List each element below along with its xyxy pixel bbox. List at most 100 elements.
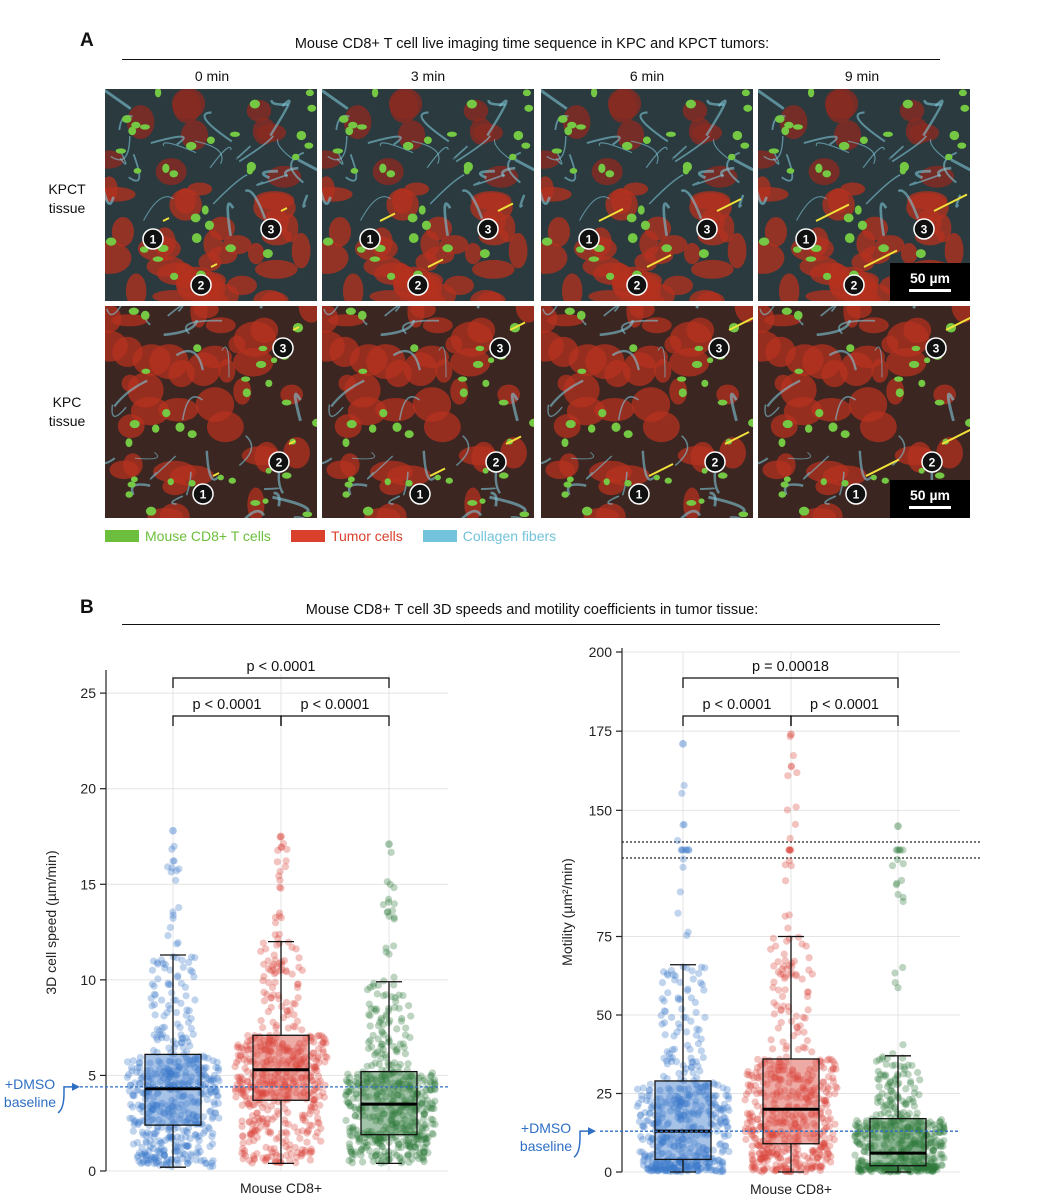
data-point [273,858,281,866]
data-point [695,1148,703,1156]
data-point [389,1134,397,1142]
data-point [399,1076,407,1084]
data-point [694,1149,702,1157]
data-point [246,1131,254,1139]
data-point [167,1069,175,1078]
data-point [402,1024,410,1032]
data-point [639,1157,647,1165]
data-point [278,1075,286,1083]
track-marker: 1 [142,228,164,250]
data-point [276,876,284,884]
data-point [656,1086,664,1095]
t-cell [815,408,824,418]
data-point [690,1123,698,1132]
data-point [150,1129,158,1138]
data-point [372,1117,380,1125]
data-point [158,1160,166,1169]
data-point [398,1014,406,1023]
data-point [319,1088,327,1097]
data-point [150,1133,158,1141]
collagen-fiber [510,392,519,422]
data-point [289,1047,297,1055]
data-point [658,1138,667,1146]
data-point [347,1145,355,1153]
data-point [374,1136,382,1144]
data-point [215,1077,223,1085]
data-point [668,1161,676,1169]
t-cell [421,220,432,230]
data-point [658,1114,666,1122]
data-point [678,846,686,854]
data-point [344,1099,353,1107]
data-point [278,966,286,974]
data-point [296,1092,305,1100]
tumor-cell [639,230,659,258]
collagen-fiber [781,153,794,182]
data-point [682,1108,690,1116]
data-point [899,846,907,854]
data-point [177,979,186,987]
data-point [263,1058,271,1066]
data-point [149,1046,158,1055]
collagen-fiber [802,455,830,480]
collagen-fiber [639,111,669,143]
data-point [635,1117,644,1126]
data-point [295,954,303,962]
collagen-fiber [645,146,668,169]
data-point [356,1135,364,1143]
p-value-label: p < 0.0001 [193,697,262,713]
data-point [347,1102,355,1110]
data-point [151,1011,159,1019]
y-tick-label: 25 [596,1086,612,1102]
data-point [174,1080,182,1088]
tumor-cell [291,232,311,269]
data-point [187,1150,195,1158]
data-point [282,967,290,975]
t-cell [611,422,621,432]
tumor-cell [439,235,469,255]
data-point [660,1019,669,1027]
collagen-fiber [163,319,199,337]
data-point [669,1103,678,1112]
data-point [390,883,398,892]
t-cell [805,256,817,262]
data-point [369,1113,377,1121]
data-point [669,1153,677,1161]
data-point [191,996,199,1004]
data-point [177,1100,185,1108]
data-point [153,1127,161,1136]
t-cell [859,136,868,145]
data-point [269,1018,277,1026]
t-cell [151,424,160,433]
data-point [238,1149,246,1157]
data-point [315,1092,324,1100]
data-point [315,1059,323,1067]
data-point [164,1065,172,1073]
data-point [827,1158,835,1166]
t-cell [402,141,414,151]
data-point [293,1049,302,1057]
data-point [360,1112,369,1120]
collagen-fiber [648,174,684,205]
data-point [374,1096,382,1104]
track-marker: 1 [359,228,381,250]
data-point [395,1140,403,1148]
data-point [820,1139,828,1147]
data-point [183,1048,191,1056]
data-point [128,1114,136,1123]
data-point [197,1157,205,1165]
data-point [676,1159,684,1167]
data-point [153,1159,161,1167]
data-point [427,1104,435,1112]
data-point [375,1134,383,1142]
microscopy-image: 123 [541,306,753,518]
data-point [259,1117,267,1126]
microscopy-tile: 1 2 3 50 µm [758,89,970,301]
data-point [348,1132,356,1140]
tumor-cell [689,289,722,301]
t-cell [682,161,692,172]
tumor-cell [420,230,440,258]
data-point [182,1133,190,1141]
marker-number: 1 [150,233,157,247]
data-point [348,1159,356,1167]
